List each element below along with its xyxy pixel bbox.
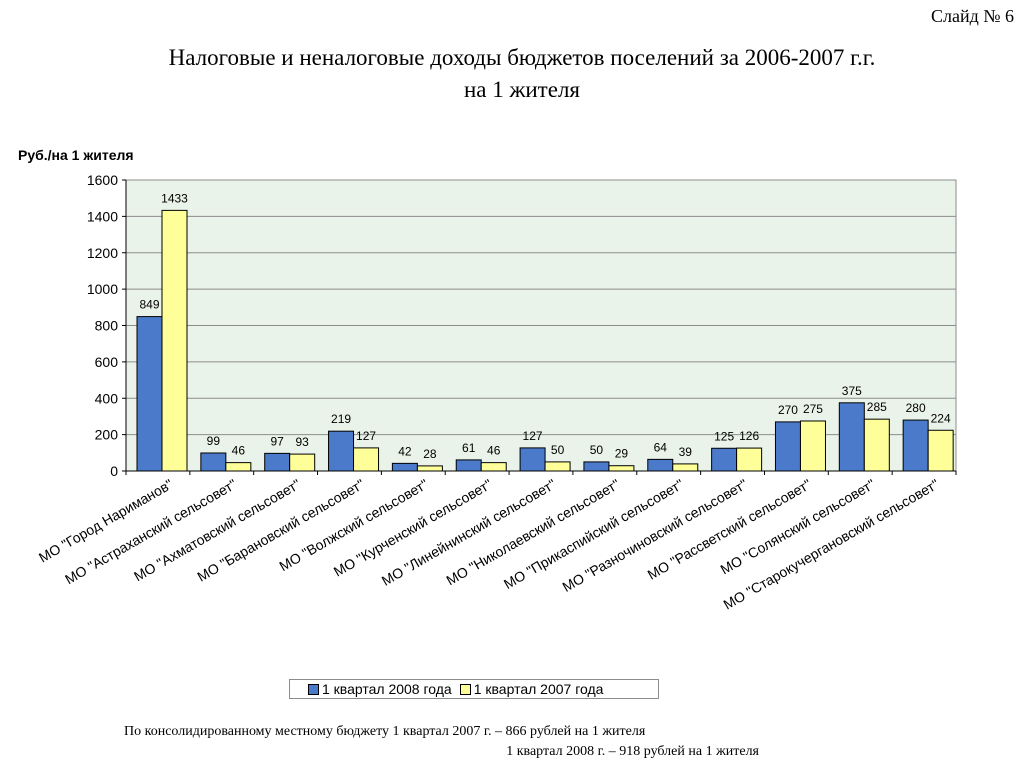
data-label: 50: [551, 443, 565, 457]
bar: [609, 466, 634, 471]
y-tick-label: 1400: [87, 208, 118, 224]
data-label: 224: [931, 411, 951, 425]
legend-item-2007: 1 квартал 2007 года: [460, 681, 604, 697]
data-label: 1433: [161, 191, 188, 205]
data-label: 219: [331, 412, 351, 426]
data-label: 99: [207, 434, 221, 448]
bar: [839, 403, 864, 471]
data-label: 93: [296, 435, 310, 449]
data-label: 42: [398, 444, 412, 458]
y-tick-label: 600: [95, 354, 119, 370]
bar: [137, 317, 162, 471]
bar: [329, 431, 354, 471]
y-tick-label: 1200: [87, 245, 118, 261]
data-label: 29: [615, 447, 629, 461]
legend-label-2008: 1 квартал 2008 года: [322, 681, 452, 697]
bar: [456, 460, 481, 471]
data-label: 97: [271, 434, 285, 448]
bar: [545, 462, 570, 471]
bar: [928, 430, 953, 471]
data-label: 46: [487, 444, 501, 458]
bar: [673, 464, 698, 471]
bar-chart: 020040060080010001200140016008491433МО "…: [0, 0, 1024, 768]
data-label: 46: [232, 444, 246, 458]
data-label: 125: [714, 429, 734, 443]
bar: [481, 463, 506, 471]
data-label: 61: [462, 441, 476, 455]
data-label: 50: [590, 443, 604, 457]
bar: [417, 466, 442, 471]
data-label: 39: [679, 445, 693, 459]
bar: [800, 421, 825, 471]
bar: [265, 453, 290, 471]
bar: [903, 420, 928, 471]
data-label: 285: [867, 400, 887, 414]
bar: [290, 454, 315, 471]
y-tick-label: 1600: [87, 172, 118, 188]
y-tick-label: 800: [95, 318, 119, 334]
footnote-line-1: По консолидированному местному бюджету 1…: [124, 722, 645, 742]
y-tick-label: 400: [95, 390, 119, 406]
bar: [648, 459, 673, 471]
data-label: 127: [523, 429, 543, 443]
bar: [775, 422, 800, 471]
bar: [354, 448, 379, 471]
y-tick-label: 200: [95, 427, 119, 443]
bar: [162, 210, 187, 471]
y-tick-label: 0: [110, 463, 118, 479]
bar: [392, 463, 417, 471]
data-label: 849: [139, 298, 159, 312]
chart-legend: 1 квартал 2008 года 1 квартал 2007 года: [289, 679, 659, 699]
legend-swatch-2007: [460, 684, 471, 695]
legend-label-2007: 1 квартал 2007 года: [474, 681, 604, 697]
bar: [584, 462, 609, 471]
bar: [520, 448, 545, 471]
y-tick-label: 1000: [87, 281, 118, 297]
bar: [737, 448, 762, 471]
legend-item-2008: 1 квартал 2008 года: [308, 681, 452, 697]
footnote-line-2: 1 квартал 2008 г. – 918 рублей на 1 жите…: [506, 742, 759, 762]
bar: [864, 419, 889, 471]
bar: [712, 448, 737, 471]
legend-swatch-2008: [308, 684, 319, 695]
data-label: 375: [842, 384, 862, 398]
data-label: 126: [739, 429, 759, 443]
data-label: 270: [778, 403, 798, 417]
data-label: 28: [423, 447, 437, 461]
data-label: 127: [356, 429, 376, 443]
data-label: 64: [654, 440, 668, 454]
data-label: 280: [906, 401, 926, 415]
bar: [226, 463, 251, 471]
bar: [201, 453, 226, 471]
data-label: 275: [803, 402, 823, 416]
